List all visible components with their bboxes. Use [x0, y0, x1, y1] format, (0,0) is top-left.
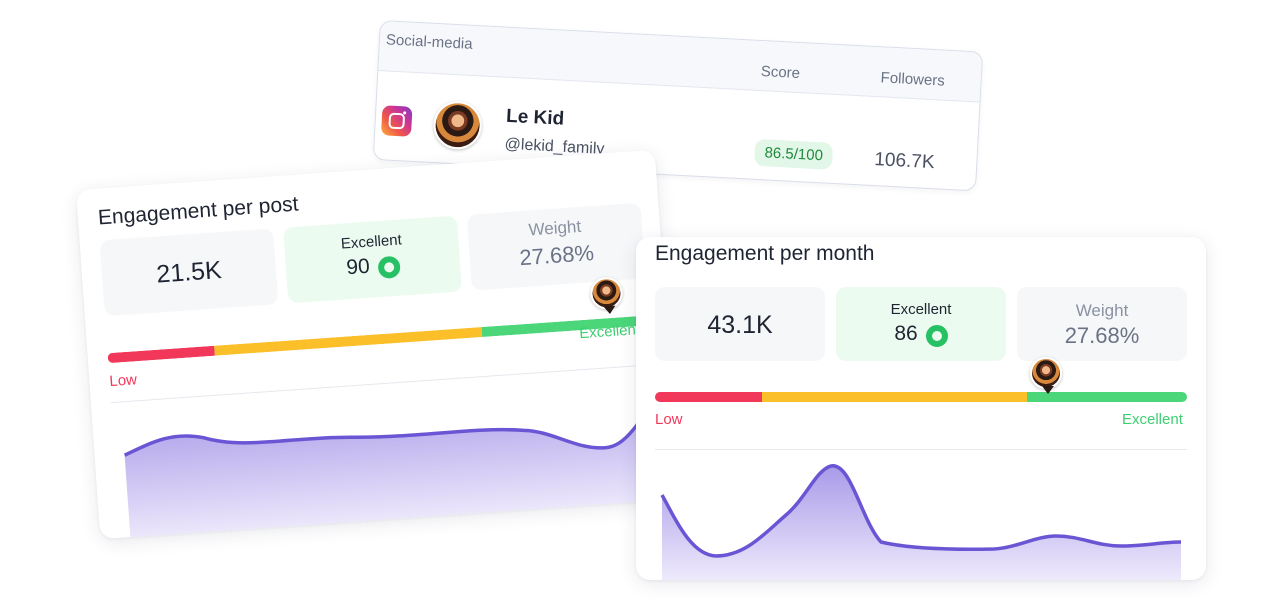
weight-tile: Weight 27.68% [1017, 287, 1187, 361]
header-followers[interactable]: Followers [880, 69, 946, 90]
score-marker-avatar [589, 276, 624, 311]
rating-label: Excellent [890, 301, 952, 318]
account-name[interactable]: Le Kid [505, 105, 565, 130]
chart-line [660, 464, 1182, 558]
header-score: Score [760, 63, 801, 83]
score-marker-avatar [1030, 357, 1062, 394]
weight-tile: Weight 27.68% [466, 202, 646, 291]
value-tile: 43.1K [655, 287, 825, 361]
scale-low-label: Low [108, 371, 138, 391]
score-badge: 86.5/100 [753, 138, 834, 170]
weight-label: Weight [1075, 301, 1129, 320]
weight-value: 27.68% [1064, 323, 1140, 348]
chart-area [662, 465, 1181, 580]
divider [655, 449, 1187, 450]
scale-high-label: Excellent [1122, 411, 1183, 428]
chart-line [123, 372, 672, 457]
engagement-per-month-card: Engagement per month 43.1K Excellent 86 … [636, 237, 1206, 580]
value-tile: 21.5K [99, 228, 279, 317]
donut-icon [925, 324, 948, 347]
card-title: Engagement per post [97, 192, 300, 230]
avatar [432, 99, 483, 151]
rating-value: 86 [894, 322, 918, 345]
engagement-post-chart [123, 372, 680, 540]
card-title: Engagement per month [655, 242, 875, 265]
followers-count: 106.7K [873, 149, 936, 174]
rating-value: 90 [345, 254, 371, 280]
scale-low-label: Low [655, 411, 683, 428]
engagement-value: 21.5K [155, 256, 223, 289]
scale-high-label: Excellent [578, 321, 641, 343]
instagram-icon [380, 105, 413, 137]
engagement-month-chart [660, 464, 1182, 580]
donut-icon [377, 255, 401, 279]
score-scale-bar [655, 392, 1187, 402]
engagement-value: 43.1K [707, 311, 773, 339]
engagement-per-post-card: Engagement per post 21.5K Excellent 90 W… [76, 149, 680, 540]
chart-area [124, 372, 680, 540]
rating-tile: Excellent 86 [836, 287, 1006, 361]
rating-tile: Excellent 90 [283, 215, 463, 304]
header-social-media: Social-media [385, 31, 474, 53]
